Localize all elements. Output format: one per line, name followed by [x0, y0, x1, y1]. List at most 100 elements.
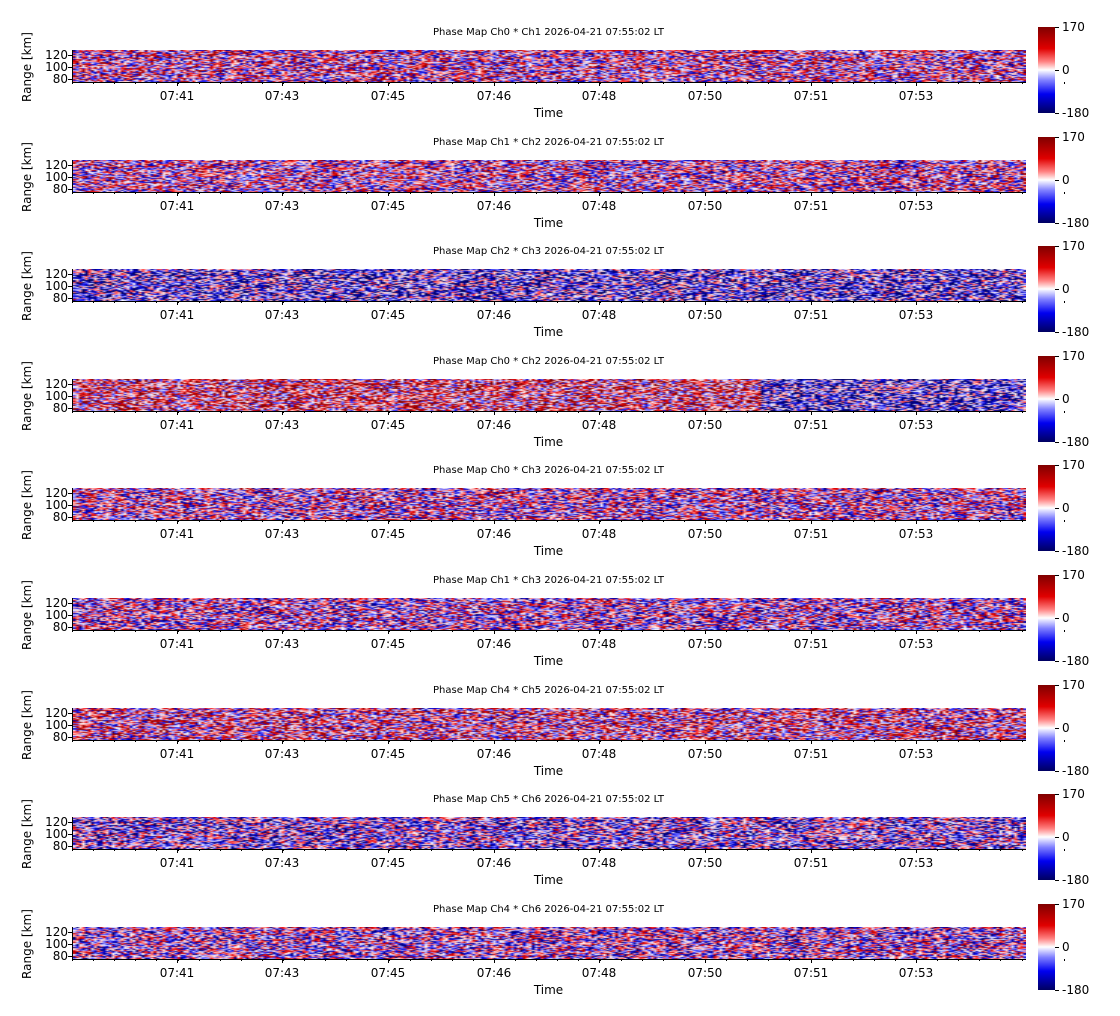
colorbar — [1038, 575, 1055, 661]
y-tick-label: 120 — [45, 376, 68, 391]
x-minor-tick — [430, 630, 432, 632]
x-minor-tick — [219, 410, 221, 413]
x-minor-tick — [873, 630, 875, 632]
x-tick-mark — [811, 82, 812, 86]
x-minor-tick — [515, 739, 517, 742]
colorbar-tick-mark — [1055, 136, 1059, 138]
x-minor-tick — [726, 739, 728, 742]
x-minor-tick — [325, 630, 327, 632]
x-minor-tick — [240, 739, 242, 742]
x-tick-label: 07:48 — [581, 856, 617, 871]
heatmap-canvas — [73, 378, 1026, 411]
x-tick-label: 07:53 — [898, 746, 934, 761]
x-minor-tick — [620, 191, 622, 194]
x-minor-tick — [93, 301, 95, 304]
y-tick-mark — [68, 79, 72, 80]
x-minor-tick — [72, 520, 73, 523]
x-minor-tick — [726, 82, 728, 84]
x-tick-label: 07:50 — [687, 198, 723, 213]
x-minor-tick — [1063, 958, 1065, 961]
x-minor-tick — [472, 739, 474, 742]
x-minor-tick — [430, 739, 432, 742]
x-tick-mark — [916, 630, 917, 634]
colorbar — [1038, 794, 1055, 881]
x-tick-mark — [811, 958, 812, 963]
colorbar-tick-label: 0 — [1062, 611, 1070, 625]
x-minor-tick — [1000, 520, 1002, 523]
y-tick-mark — [68, 274, 72, 276]
x-minor-tick — [198, 958, 200, 961]
y-tick-mark — [68, 931, 72, 933]
x-minor-tick — [219, 191, 221, 194]
heatmap-canvas — [73, 159, 1026, 192]
x-minor-tick — [388, 301, 390, 304]
y-axis-label: Range [km] — [20, 470, 34, 541]
x-minor-tick — [831, 630, 833, 632]
x-minor-tick — [304, 739, 306, 742]
x-minor-tick — [557, 849, 559, 852]
x-minor-tick — [979, 191, 981, 194]
x-minor-tick — [304, 191, 306, 194]
x-tick-mark — [282, 739, 283, 744]
x-minor-tick — [198, 82, 200, 84]
x-minor-tick — [599, 849, 601, 852]
x-minor-tick — [219, 82, 221, 84]
x-minor-tick — [451, 849, 453, 852]
x-minor-tick — [198, 520, 200, 523]
x-minor-tick — [515, 849, 517, 852]
phase-map-panel: Phase Map Ch2 * Ch3 2026-04-21 07:55:02 … — [0, 239, 1120, 379]
x-minor-tick — [536, 410, 538, 413]
x-tick-label: 07:46 — [476, 89, 512, 103]
x-tick-mark — [388, 958, 389, 963]
heatmap-plot-area — [72, 378, 1026, 412]
colorbar-tick-label: 170 — [1062, 20, 1085, 34]
x-tick-mark — [811, 520, 812, 525]
x-minor-tick — [831, 410, 833, 413]
x-minor-tick — [515, 630, 517, 632]
x-tick-mark — [388, 520, 389, 525]
x-minor-tick — [198, 739, 200, 742]
x-minor-tick — [1000, 301, 1002, 304]
x-minor-tick — [641, 301, 643, 304]
phase-map-panel: Phase Map Ch1 * Ch2 2026-04-21 07:55:02 … — [0, 130, 1120, 270]
heatmap-plot-area — [72, 707, 1026, 741]
x-minor-tick — [747, 958, 749, 961]
x-minor-tick — [367, 849, 369, 852]
x-minor-tick — [599, 301, 601, 304]
x-minor-tick — [346, 849, 348, 852]
x-minor-tick — [367, 958, 369, 961]
x-tick-label: 07:48 — [581, 527, 617, 542]
x-tick-label: 07:43 — [264, 308, 300, 323]
x-tick-label: 07:48 — [581, 308, 617, 323]
x-minor-tick — [894, 82, 896, 84]
colorbar-tick-label: -180 — [1062, 654, 1090, 668]
x-tick-label: 07:50 — [687, 308, 723, 323]
x-minor-tick — [409, 191, 411, 194]
x-minor-tick — [472, 82, 474, 84]
x-minor-tick — [789, 739, 791, 742]
y-axis-label: Range [km] — [20, 141, 34, 212]
x-tick-mark — [811, 410, 812, 415]
heatmap-plot-area — [72, 817, 1026, 851]
x-minor-tick — [768, 958, 770, 961]
x-tick-label: 07:53 — [898, 417, 934, 432]
x-minor-tick — [873, 739, 875, 742]
y-tick-label: 120 — [45, 48, 68, 62]
x-minor-tick — [1000, 630, 1002, 632]
x-minor-tick — [114, 520, 116, 523]
x-minor-tick — [1063, 301, 1065, 304]
x-tick-mark — [916, 410, 917, 415]
x-minor-tick — [1021, 520, 1023, 523]
x-minor-tick — [894, 410, 896, 413]
x-minor-tick — [135, 849, 137, 852]
x-minor-tick — [156, 739, 158, 742]
colorbar — [1038, 136, 1055, 223]
x-minor-tick — [346, 520, 348, 523]
x-minor-tick — [873, 82, 875, 84]
x-minor-tick — [304, 82, 306, 84]
x-tick-mark — [177, 191, 178, 196]
x-tick-label: 07:51 — [793, 637, 829, 651]
x-tick-label: 07:53 — [898, 308, 934, 323]
x-minor-tick — [515, 410, 517, 413]
